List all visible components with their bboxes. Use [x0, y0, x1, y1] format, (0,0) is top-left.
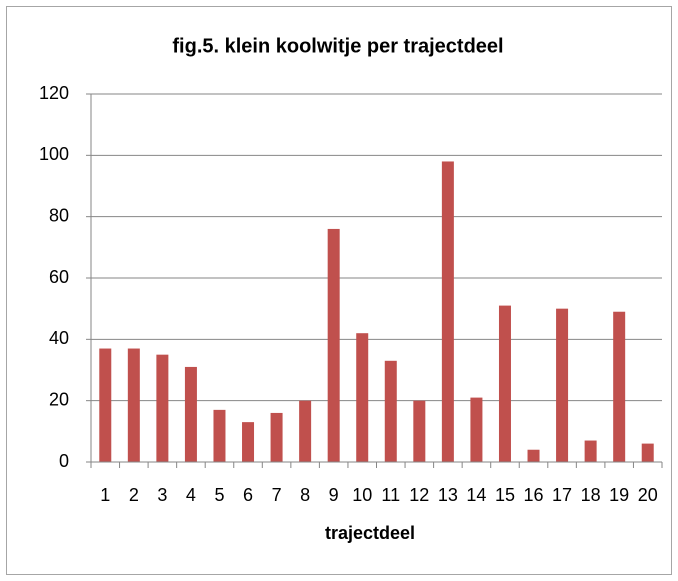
x-axis-label: trajectdeel [325, 523, 415, 543]
x-tick-label: 11 [381, 485, 400, 505]
y-tick-label: 120 [39, 83, 69, 103]
bar [127, 348, 140, 462]
x-tick-label: 18 [581, 485, 601, 505]
x-tick-label: 19 [609, 485, 629, 505]
bar [556, 308, 569, 462]
x-tick-label: 10 [352, 485, 372, 505]
bar [384, 360, 397, 462]
y-tick-label: 60 [49, 267, 69, 287]
bar [413, 400, 426, 462]
x-tick-label: 14 [466, 485, 486, 505]
bar [242, 422, 255, 462]
chart-title: fig.5. klein koolwitje per trajectdeel [172, 35, 503, 57]
x-tick-label: 13 [438, 485, 458, 505]
x-tick-label: 4 [186, 485, 196, 505]
y-tick-label: 40 [49, 328, 69, 348]
bar [299, 400, 312, 462]
bar [613, 311, 626, 462]
x-tick-label: 6 [243, 485, 253, 505]
x-tick-label: 17 [552, 485, 572, 505]
y-tick-label: 100 [39, 144, 69, 164]
y-tick-label: 0 [59, 451, 69, 471]
bar [99, 348, 112, 462]
bar [470, 397, 483, 462]
bar [498, 305, 511, 462]
bar [356, 333, 369, 462]
x-tick-label: 2 [129, 485, 139, 505]
x-tick-label: 20 [638, 485, 658, 505]
bar [184, 366, 197, 462]
x-tick-label: 9 [329, 485, 339, 505]
y-tick-label: 80 [49, 205, 69, 225]
x-tick-label: 3 [157, 485, 167, 505]
x-tick-label: 12 [409, 485, 429, 505]
x-tick-label: 15 [495, 485, 515, 505]
bar [527, 449, 540, 462]
x-tick-label: 16 [524, 485, 544, 505]
x-tick-label: 7 [272, 485, 282, 505]
bar [641, 443, 654, 462]
bar [213, 409, 226, 462]
y-tick-label: 20 [49, 389, 69, 409]
bar [441, 161, 454, 462]
bar [156, 354, 169, 462]
x-tick-label: 1 [100, 485, 110, 505]
x-tick-label: 8 [300, 485, 310, 505]
x-tick-label: 5 [214, 485, 224, 505]
bar [327, 228, 340, 462]
bar [584, 440, 597, 462]
bar [270, 412, 283, 462]
